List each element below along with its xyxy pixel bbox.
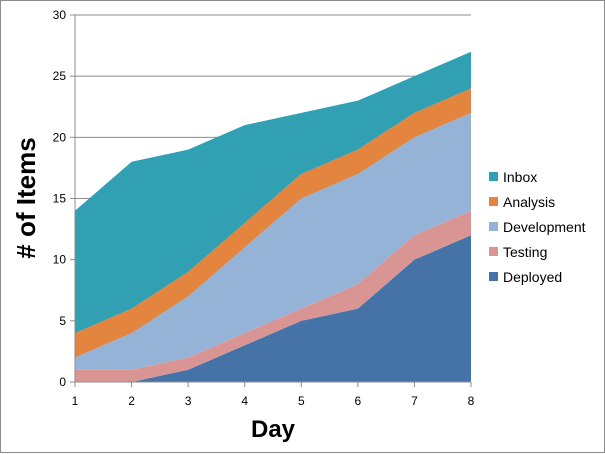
x-tick-label: 2 [128,394,135,408]
x-tick-label: 5 [298,394,305,408]
y-axis-title: # of Items [11,137,41,258]
y-tick-label: 5 [59,314,66,328]
y-tick-label: 30 [53,8,67,22]
legend-swatch-testing [489,247,498,256]
legend-swatch-deployed [489,272,498,281]
y-tick-label: 20 [53,130,67,144]
area-testing [75,210,471,382]
x-tick-label: 4 [241,394,248,408]
x-tick-label: 3 [185,394,192,408]
area-development [75,112,471,370]
axes [70,14,472,387]
x-tick-label: 1 [72,394,79,408]
x-tick-labels: 1 2 3 4 5 6 7 8 [72,394,475,408]
legend-label-deployed: Deployed [503,269,562,285]
legend-label-analysis: Analysis [503,194,555,210]
y-tick-labels: 0 5 10 15 20 25 30 [53,8,67,389]
x-tick-label: 6 [355,394,362,408]
legend-label-inbox: Inbox [503,169,537,185]
area-deployed [75,235,471,382]
area-inbox [75,51,471,334]
y-tick-label: 10 [53,253,67,267]
x-tick-label: 7 [411,394,418,408]
legend-swatch-analysis [489,197,498,206]
x-tick-label: 8 [468,394,475,408]
legend-label-testing: Testing [503,244,547,260]
area-analysis [75,88,471,358]
legend-swatch-development [489,222,498,231]
y-tick-label: 15 [53,192,67,206]
legend-label-development: Development [503,219,586,235]
series-areas [75,51,471,382]
legend: Inbox Analysis Development Testing Deployed [489,169,586,285]
x-axis-title: Day [251,416,296,443]
y-tick-label: 25 [53,69,67,83]
y-tick-label: 0 [59,375,66,389]
legend-swatch-inbox [489,172,498,181]
